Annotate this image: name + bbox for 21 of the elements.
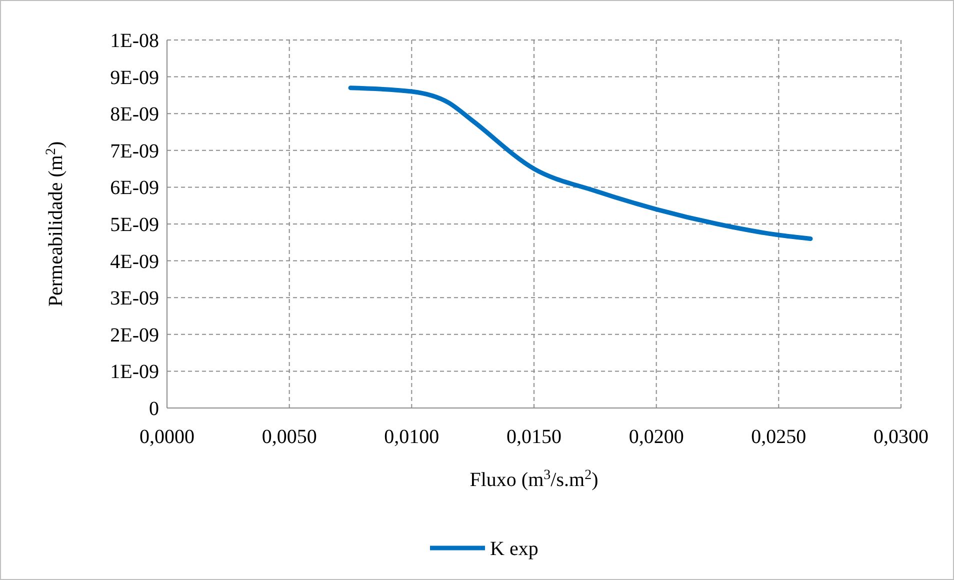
y-tick-label: 5E-09 xyxy=(110,214,159,236)
y-tick-label: 8E-09 xyxy=(110,104,159,126)
x-tick-label: 0,0100 xyxy=(384,426,440,448)
y-tick-label: 1E-08 xyxy=(110,30,159,52)
y-tick-label: 1E-09 xyxy=(110,361,159,384)
x-tick-label: 0,0150 xyxy=(506,426,562,448)
x-axis-title: Fluxo (m$^{3}$/s.m$^{2}$) xyxy=(470,468,598,491)
x-tick-label: 0,0250 xyxy=(751,426,806,448)
y-tick-label: 4E-09 xyxy=(110,250,159,273)
x-tick-label: 0,0050 xyxy=(262,426,317,448)
x-tick-label: 0,0300 xyxy=(874,426,928,448)
y-tick-label: 0 xyxy=(149,398,159,420)
line-series xyxy=(348,86,813,241)
y-tick-label: 7E-09 xyxy=(110,140,159,162)
y-tick-label: 9E-09 xyxy=(110,66,159,89)
y-tick-label: 3E-09 xyxy=(110,288,159,310)
y-tick-label: 2E-09 xyxy=(110,324,159,346)
legend-label: K exp xyxy=(490,538,538,560)
y-tick-label: 6E-09 xyxy=(110,177,159,200)
x-tick-label: 0,0000 xyxy=(140,426,194,448)
x-tick-label: 0,0200 xyxy=(628,426,684,448)
